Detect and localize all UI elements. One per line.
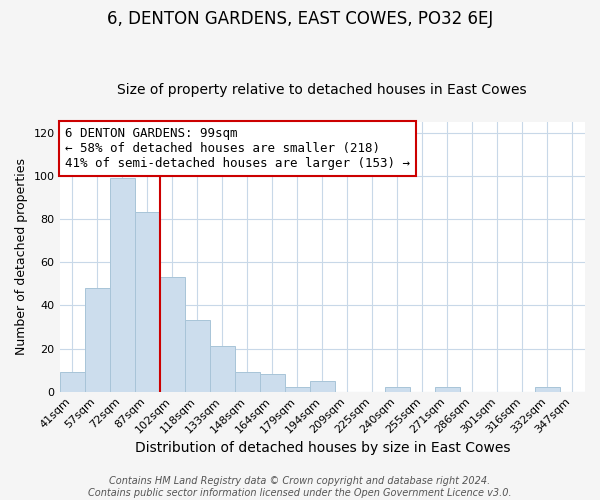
Bar xyxy=(209,346,235,392)
Bar xyxy=(310,381,335,392)
Bar xyxy=(435,388,460,392)
Y-axis label: Number of detached properties: Number of detached properties xyxy=(15,158,28,355)
Bar xyxy=(535,388,560,392)
Bar xyxy=(235,372,260,392)
Bar xyxy=(385,388,410,392)
Bar xyxy=(59,372,85,392)
Text: Contains HM Land Registry data © Crown copyright and database right 2024.
Contai: Contains HM Land Registry data © Crown c… xyxy=(88,476,512,498)
Bar xyxy=(285,388,310,392)
Text: 6, DENTON GARDENS, EAST COWES, PO32 6EJ: 6, DENTON GARDENS, EAST COWES, PO32 6EJ xyxy=(107,10,493,28)
Text: 6 DENTON GARDENS: 99sqm
← 58% of detached houses are smaller (218)
41% of semi-d: 6 DENTON GARDENS: 99sqm ← 58% of detache… xyxy=(65,127,410,170)
Bar xyxy=(134,212,160,392)
Bar xyxy=(185,320,209,392)
X-axis label: Distribution of detached houses by size in East Cowes: Distribution of detached houses by size … xyxy=(134,441,510,455)
Bar xyxy=(85,288,110,392)
Bar xyxy=(160,277,185,392)
Title: Size of property relative to detached houses in East Cowes: Size of property relative to detached ho… xyxy=(118,83,527,97)
Bar xyxy=(110,178,134,392)
Bar xyxy=(260,374,285,392)
